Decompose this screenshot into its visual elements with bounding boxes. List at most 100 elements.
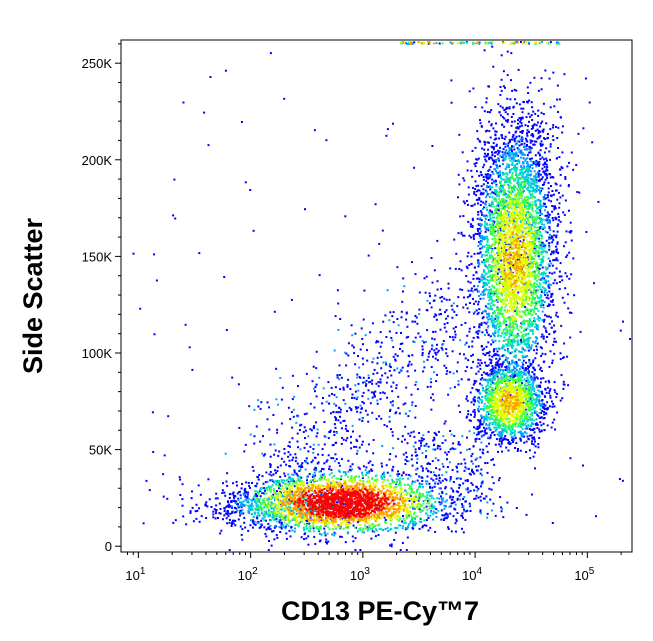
data-point bbox=[496, 194, 499, 197]
data-point bbox=[271, 480, 274, 483]
data-point bbox=[422, 486, 424, 489]
data-point bbox=[312, 365, 315, 368]
data-point bbox=[392, 381, 395, 384]
data-point bbox=[505, 320, 508, 323]
data-point bbox=[498, 369, 501, 372]
data-point bbox=[408, 360, 411, 363]
data-point bbox=[386, 471, 389, 474]
data-point bbox=[468, 311, 471, 314]
data-point bbox=[281, 386, 284, 389]
data-point bbox=[412, 520, 415, 523]
data-point bbox=[206, 505, 209, 508]
data-point bbox=[427, 470, 430, 473]
data-point bbox=[313, 387, 316, 390]
data-point bbox=[479, 423, 482, 426]
data-point bbox=[536, 324, 539, 327]
data-point bbox=[493, 348, 496, 351]
data-point bbox=[434, 352, 437, 354]
data-point bbox=[334, 532, 337, 535]
data-point bbox=[273, 496, 276, 499]
data-point bbox=[395, 481, 398, 483]
data-point bbox=[233, 496, 235, 499]
data-point bbox=[476, 313, 479, 316]
data-point bbox=[305, 476, 308, 479]
data-point bbox=[478, 263, 481, 266]
data-point bbox=[420, 437, 423, 440]
data-point bbox=[287, 524, 290, 527]
data-point bbox=[539, 125, 541, 128]
data-point bbox=[507, 150, 510, 153]
data-point bbox=[543, 158, 546, 161]
data-point bbox=[454, 508, 457, 511]
data-point bbox=[415, 489, 418, 492]
data-point bbox=[394, 359, 397, 362]
data-point bbox=[371, 527, 374, 530]
data-point bbox=[246, 497, 249, 500]
data-point bbox=[289, 418, 292, 421]
data-point bbox=[435, 511, 438, 514]
data-point bbox=[564, 176, 567, 178]
data-point bbox=[458, 352, 461, 355]
data-point bbox=[488, 195, 491, 198]
data-point bbox=[546, 231, 549, 234]
data-point bbox=[422, 434, 425, 437]
data-point bbox=[472, 353, 474, 356]
data-point bbox=[385, 464, 388, 467]
data-point bbox=[493, 151, 496, 154]
data-point bbox=[542, 205, 545, 208]
data-point bbox=[507, 361, 509, 364]
data-point bbox=[497, 450, 499, 453]
data-point bbox=[224, 494, 227, 497]
data-point bbox=[395, 527, 398, 530]
data-point bbox=[482, 293, 485, 296]
data-point bbox=[509, 169, 512, 172]
data-point bbox=[390, 500, 393, 502]
data-point bbox=[241, 483, 243, 485]
data-point bbox=[496, 373, 499, 375]
data-point bbox=[541, 392, 544, 395]
data-point bbox=[258, 526, 261, 529]
data-point bbox=[484, 361, 487, 364]
data-point bbox=[264, 532, 267, 535]
data-point bbox=[434, 357, 437, 360]
data-point bbox=[351, 393, 354, 396]
data-point bbox=[342, 386, 345, 389]
data-point bbox=[521, 433, 524, 436]
data-point bbox=[402, 277, 405, 280]
data-point bbox=[370, 391, 373, 394]
data-point bbox=[474, 438, 477, 441]
data-point bbox=[269, 466, 272, 468]
data-point bbox=[462, 215, 465, 217]
data-point bbox=[221, 489, 224, 492]
data-point bbox=[339, 408, 342, 411]
data-point bbox=[497, 333, 500, 336]
data-point bbox=[520, 423, 522, 426]
data-point bbox=[487, 313, 490, 316]
data-point bbox=[531, 216, 534, 219]
data-point bbox=[233, 511, 236, 514]
data-point bbox=[364, 469, 367, 472]
data-point bbox=[525, 432, 528, 435]
data-point bbox=[494, 363, 497, 366]
data-point bbox=[432, 518, 435, 521]
data-point bbox=[302, 489, 305, 492]
data-point bbox=[501, 432, 504, 435]
data-point bbox=[323, 527, 326, 530]
data-point bbox=[463, 496, 466, 498]
data-point bbox=[291, 374, 294, 377]
data-point bbox=[282, 482, 285, 484]
data-point bbox=[531, 190, 534, 193]
data-point bbox=[458, 183, 461, 186]
data-point bbox=[475, 271, 478, 274]
data-point bbox=[528, 325, 531, 328]
data-point bbox=[391, 403, 394, 406]
data-point bbox=[189, 510, 192, 513]
data-point bbox=[283, 460, 286, 463]
data-point bbox=[276, 466, 279, 469]
data-point bbox=[555, 251, 558, 254]
data-point bbox=[298, 475, 301, 478]
data-point bbox=[477, 189, 480, 192]
data-point bbox=[508, 367, 511, 370]
data-point bbox=[435, 508, 438, 511]
data-point bbox=[283, 97, 286, 100]
